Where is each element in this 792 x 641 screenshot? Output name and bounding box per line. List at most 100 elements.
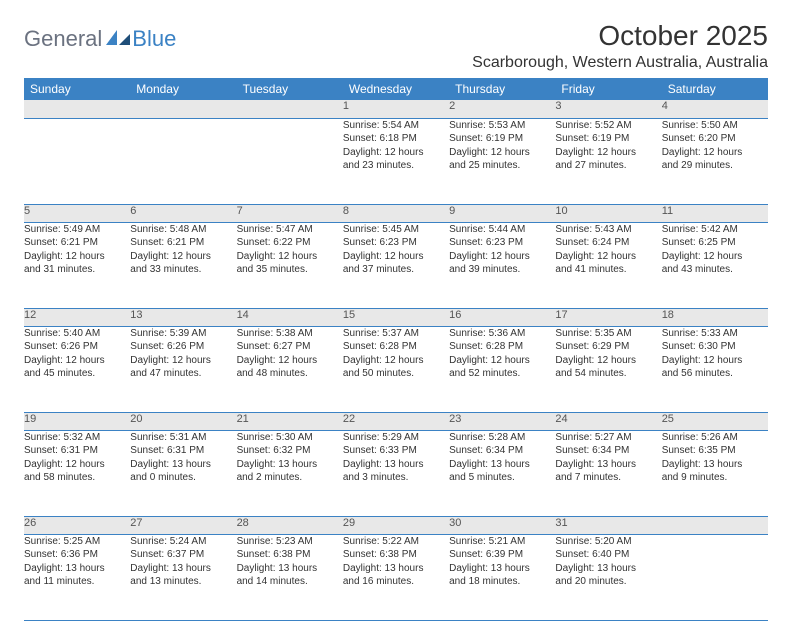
day-cell: Sunrise: 5:29 AMSunset: 6:33 PMDaylight:… (343, 430, 449, 516)
day-cell: Sunrise: 5:45 AMSunset: 6:23 PMDaylight:… (343, 222, 449, 308)
day2-text: and 56 minutes. (662, 367, 768, 381)
calendar-thead: Sunday Monday Tuesday Wednesday Thursday… (24, 78, 768, 100)
sunset-text: Sunset: 6:30 PM (662, 340, 768, 354)
sunrise-text: Sunrise: 5:26 AM (662, 431, 768, 445)
sunset-text: Sunset: 6:32 PM (237, 444, 343, 458)
day-cell: Sunrise: 5:49 AMSunset: 6:21 PMDaylight:… (24, 222, 130, 308)
sunset-text: Sunset: 6:18 PM (343, 132, 449, 146)
day-cell: Sunrise: 5:25 AMSunset: 6:36 PMDaylight:… (24, 534, 130, 620)
day2-text: and 13 minutes. (130, 575, 236, 589)
day-number: 29 (343, 516, 449, 534)
day-number: 30 (449, 516, 555, 534)
sunset-text: Sunset: 6:28 PM (343, 340, 449, 354)
day-number: 7 (237, 204, 343, 222)
day-number: 5 (24, 204, 130, 222)
day2-text: and 47 minutes. (130, 367, 236, 381)
sunrise-text: Sunrise: 5:43 AM (555, 223, 661, 237)
day-number: 3 (555, 100, 661, 118)
day1-text: Daylight: 12 hours (237, 250, 343, 264)
sunrise-text: Sunrise: 5:20 AM (555, 535, 661, 549)
day-cell (130, 118, 236, 204)
day1-text: Daylight: 13 hours (130, 562, 236, 576)
sunset-text: Sunset: 6:26 PM (130, 340, 236, 354)
day-number: 15 (343, 308, 449, 326)
day-number: 17 (555, 308, 661, 326)
day2-text: and 5 minutes. (449, 471, 555, 485)
day-cell: Sunrise: 5:50 AMSunset: 6:20 PMDaylight:… (662, 118, 768, 204)
daydata-row: Sunrise: 5:40 AMSunset: 6:26 PMDaylight:… (24, 326, 768, 412)
sunrise-text: Sunrise: 5:44 AM (449, 223, 555, 237)
sunset-text: Sunset: 6:23 PM (449, 236, 555, 250)
day1-text: Daylight: 12 hours (24, 458, 130, 472)
day-number (237, 100, 343, 118)
sunrise-text: Sunrise: 5:42 AM (662, 223, 768, 237)
day1-text: Daylight: 12 hours (24, 354, 130, 368)
day2-text: and 33 minutes. (130, 263, 236, 277)
day1-text: Daylight: 13 hours (237, 562, 343, 576)
day-cell: Sunrise: 5:38 AMSunset: 6:27 PMDaylight:… (237, 326, 343, 412)
day-number (24, 100, 130, 118)
weekday-header: Tuesday (237, 78, 343, 100)
sunrise-text: Sunrise: 5:30 AM (237, 431, 343, 445)
sunset-text: Sunset: 6:31 PM (24, 444, 130, 458)
day-number: 10 (555, 204, 661, 222)
day-cell: Sunrise: 5:32 AMSunset: 6:31 PMDaylight:… (24, 430, 130, 516)
day1-text: Daylight: 12 hours (24, 250, 130, 264)
sunrise-text: Sunrise: 5:21 AM (449, 535, 555, 549)
day-cell: Sunrise: 5:42 AMSunset: 6:25 PMDaylight:… (662, 222, 768, 308)
day1-text: Daylight: 12 hours (343, 146, 449, 160)
day-number: 13 (130, 308, 236, 326)
day1-text: Daylight: 12 hours (662, 250, 768, 264)
day2-text: and 41 minutes. (555, 263, 661, 277)
sunset-text: Sunset: 6:27 PM (237, 340, 343, 354)
day2-text: and 18 minutes. (449, 575, 555, 589)
title-block: October 2025 Scarborough, Western Austra… (472, 20, 768, 72)
calendar-body: 1234Sunrise: 5:54 AMSunset: 6:18 PMDayli… (24, 100, 768, 620)
day1-text: Daylight: 13 hours (343, 458, 449, 472)
day-cell: Sunrise: 5:52 AMSunset: 6:19 PMDaylight:… (555, 118, 661, 204)
day2-text: and 9 minutes. (662, 471, 768, 485)
day-cell: Sunrise: 5:35 AMSunset: 6:29 PMDaylight:… (555, 326, 661, 412)
day-cell: Sunrise: 5:23 AMSunset: 6:38 PMDaylight:… (237, 534, 343, 620)
weekday-header: Wednesday (343, 78, 449, 100)
weekday-header: Saturday (662, 78, 768, 100)
day-cell: Sunrise: 5:48 AMSunset: 6:21 PMDaylight:… (130, 222, 236, 308)
day-cell: Sunrise: 5:24 AMSunset: 6:37 PMDaylight:… (130, 534, 236, 620)
day2-text: and 35 minutes. (237, 263, 343, 277)
sunrise-text: Sunrise: 5:48 AM (130, 223, 236, 237)
day-cell: Sunrise: 5:47 AMSunset: 6:22 PMDaylight:… (237, 222, 343, 308)
sunset-text: Sunset: 6:19 PM (555, 132, 661, 146)
daydata-row: Sunrise: 5:49 AMSunset: 6:21 PMDaylight:… (24, 222, 768, 308)
day2-text: and 25 minutes. (449, 159, 555, 173)
sunrise-text: Sunrise: 5:38 AM (237, 327, 343, 341)
day-number: 9 (449, 204, 555, 222)
sunset-text: Sunset: 6:38 PM (237, 548, 343, 562)
sunset-text: Sunset: 6:34 PM (449, 444, 555, 458)
day-number: 14 (237, 308, 343, 326)
day2-text: and 54 minutes. (555, 367, 661, 381)
sunrise-text: Sunrise: 5:37 AM (343, 327, 449, 341)
day2-text: and 2 minutes. (237, 471, 343, 485)
daynum-row: 1234 (24, 100, 768, 118)
day-number (662, 516, 768, 534)
day2-text: and 37 minutes. (343, 263, 449, 277)
day2-text: and 52 minutes. (449, 367, 555, 381)
day1-text: Daylight: 13 hours (555, 562, 661, 576)
day-cell: Sunrise: 5:39 AMSunset: 6:26 PMDaylight:… (130, 326, 236, 412)
sunrise-text: Sunrise: 5:35 AM (555, 327, 661, 341)
sunset-text: Sunset: 6:37 PM (130, 548, 236, 562)
sunrise-text: Sunrise: 5:45 AM (343, 223, 449, 237)
day1-text: Daylight: 12 hours (343, 354, 449, 368)
sunrise-text: Sunrise: 5:53 AM (449, 119, 555, 133)
sunset-text: Sunset: 6:24 PM (555, 236, 661, 250)
sunrise-text: Sunrise: 5:54 AM (343, 119, 449, 133)
day-cell: Sunrise: 5:31 AMSunset: 6:31 PMDaylight:… (130, 430, 236, 516)
day-cell: Sunrise: 5:36 AMSunset: 6:28 PMDaylight:… (449, 326, 555, 412)
day2-text: and 20 minutes. (555, 575, 661, 589)
sunset-text: Sunset: 6:20 PM (662, 132, 768, 146)
weekday-header: Friday (555, 78, 661, 100)
sunrise-text: Sunrise: 5:23 AM (237, 535, 343, 549)
day-cell: Sunrise: 5:33 AMSunset: 6:30 PMDaylight:… (662, 326, 768, 412)
day-number: 22 (343, 412, 449, 430)
day-cell: Sunrise: 5:53 AMSunset: 6:19 PMDaylight:… (449, 118, 555, 204)
